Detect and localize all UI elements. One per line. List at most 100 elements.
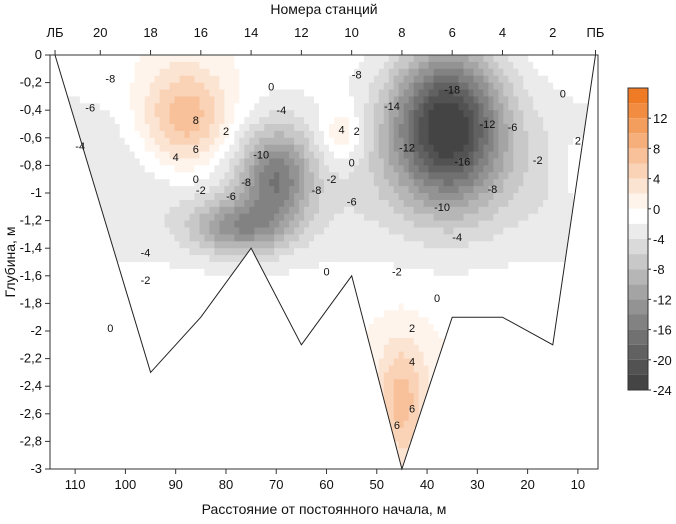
contour-cell <box>254 130 260 139</box>
contour-cell <box>334 241 340 249</box>
contour-cell <box>398 434 405 442</box>
contour-cell <box>79 96 86 104</box>
contour-cell <box>358 124 365 132</box>
contour-cell <box>338 144 345 153</box>
contour-cell <box>378 165 385 173</box>
contour-cell <box>453 61 460 70</box>
contour-cell <box>448 241 455 249</box>
contour-cell <box>373 186 380 194</box>
contour-cell <box>413 82 420 91</box>
contour-cell <box>383 151 390 160</box>
contour-cell <box>309 165 315 173</box>
contour-cell <box>398 420 405 429</box>
contour-cell <box>388 331 395 339</box>
contour-cell <box>119 241 126 249</box>
contour-cell <box>413 248 420 256</box>
contour-cell <box>284 303 290 311</box>
contour-cell <box>94 186 101 194</box>
contour-cell <box>408 379 415 387</box>
contour-cell <box>144 68 151 77</box>
contour-cell <box>149 75 156 84</box>
contour-cell <box>274 268 280 277</box>
contour-cell <box>194 130 201 139</box>
contour-cell <box>109 144 116 153</box>
contour-cell <box>453 179 460 187</box>
contour-cell <box>453 262 460 270</box>
contour-cell <box>338 89 345 97</box>
contour-cell <box>393 296 400 304</box>
contour-cell <box>119 186 126 194</box>
contour-cell <box>169 234 176 242</box>
contour-cell <box>299 124 305 132</box>
contour-cell <box>438 151 445 160</box>
contour-cell <box>348 55 355 63</box>
contour-cell <box>194 241 201 249</box>
contour-cell <box>219 186 225 194</box>
contour-cell <box>204 89 210 97</box>
contour-cell <box>169 165 176 173</box>
contour-cell <box>269 61 275 70</box>
contour-cell <box>214 282 220 291</box>
contour-cell <box>159 227 166 235</box>
contour-cell <box>289 124 295 132</box>
contour-cell <box>329 89 335 97</box>
contour-cell <box>299 337 305 346</box>
contour-cell <box>443 151 450 160</box>
contour-cell <box>184 103 191 111</box>
contour-cell <box>319 289 325 298</box>
contour-cell <box>284 172 290 180</box>
contour-cell <box>378 262 385 270</box>
contour-cell <box>373 255 380 263</box>
contour-cell <box>383 124 390 132</box>
contour-cell <box>398 186 405 194</box>
contour-cell <box>159 248 166 256</box>
contour-cell <box>134 89 141 97</box>
contour-cell <box>124 75 131 84</box>
contour-cell <box>319 310 325 318</box>
contour-cell <box>294 296 300 304</box>
contour-cell <box>403 186 410 194</box>
contour-cell <box>413 296 420 304</box>
contour-cell <box>154 96 161 104</box>
contour-cell <box>383 241 390 249</box>
contour-cell <box>423 96 430 104</box>
contour-cell <box>408 289 415 298</box>
contour-cell <box>274 96 280 104</box>
contour-cell <box>304 179 310 187</box>
contour-cell <box>119 110 126 118</box>
contour-cell <box>64 55 71 63</box>
contour-cell <box>438 75 445 84</box>
contour-cell <box>179 331 186 339</box>
contour-cell <box>453 241 460 249</box>
contour-cell <box>139 324 146 332</box>
contour-cell <box>184 255 191 263</box>
contour-cell <box>289 165 295 173</box>
contour-cell <box>388 186 395 194</box>
contour-cell <box>154 110 161 118</box>
contour-cell <box>324 117 330 125</box>
contour-cell <box>279 165 285 173</box>
contour-cell <box>299 144 305 153</box>
contour-cell <box>259 213 265 222</box>
contour-cell <box>314 124 320 132</box>
contour-cell <box>244 158 250 166</box>
contour-cell <box>159 282 166 291</box>
contour-cell <box>139 206 146 215</box>
contour-cell <box>189 61 196 70</box>
contour-cell <box>259 158 265 166</box>
contour-cell <box>398 248 405 256</box>
contour-cell <box>224 186 230 194</box>
contour-cell <box>234 193 240 201</box>
contour-cell <box>244 241 250 249</box>
contour-cell <box>458 124 465 132</box>
contour-cell <box>443 255 450 263</box>
contour-cell <box>224 255 230 263</box>
contour-cell <box>314 268 320 277</box>
contour-cell <box>358 96 365 104</box>
contour-cell <box>229 206 235 215</box>
contour-cell <box>338 220 345 229</box>
contour-cell <box>373 227 380 235</box>
contour-cell <box>433 289 440 298</box>
contour-cell <box>289 55 295 63</box>
contour-cell <box>229 234 235 242</box>
